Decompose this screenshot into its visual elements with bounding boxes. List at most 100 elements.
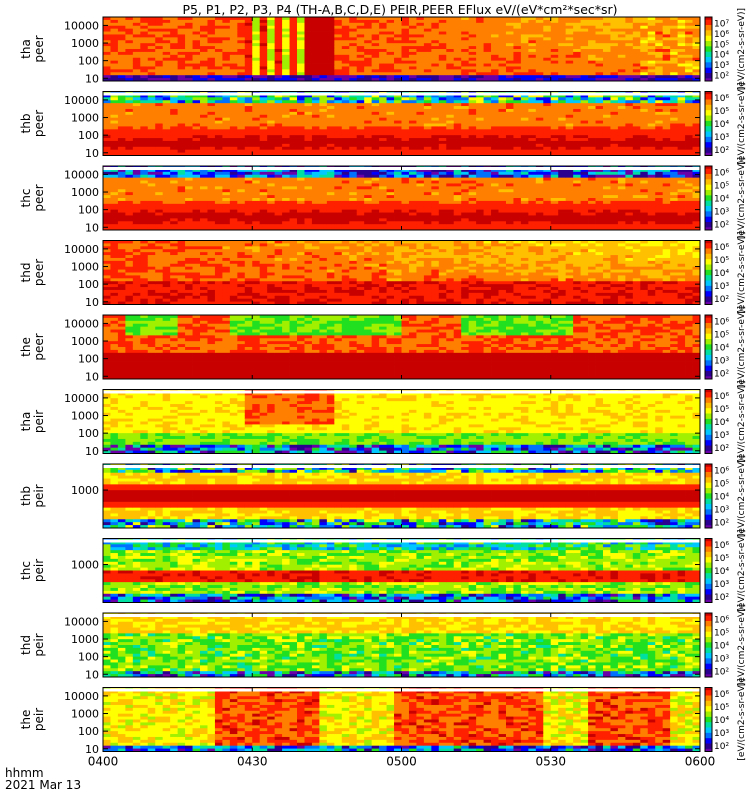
- heatmap-cell: [319, 63, 328, 67]
- heatmap-cell: [588, 46, 596, 50]
- heatmap-cell: [416, 215, 425, 219]
- heatmap-cell: [349, 75, 358, 79]
- heatmap-cell: [177, 215, 186, 219]
- heatmap-cell: [274, 69, 283, 73]
- heatmap-cell: [476, 111, 484, 116]
- heatmap-cell: [453, 198, 462, 202]
- heatmap-cell: [394, 17, 402, 21]
- heatmap-cell: [558, 37, 567, 41]
- heatmap-cell: [214, 143, 223, 148]
- heatmap-cell: [617, 111, 626, 116]
- heatmap-cell: [662, 75, 671, 79]
- heatmap-cell: [602, 100, 611, 104]
- colorbar-step: [705, 102, 712, 106]
- heatmap-cell: [222, 143, 231, 148]
- heatmap-cell: [326, 108, 335, 113]
- heatmap-cell: [416, 57, 425, 62]
- heatmap-cell: [408, 103, 417, 107]
- heatmap-cell: [595, 54, 604, 59]
- heatmap-cell: [237, 103, 246, 107]
- heatmap-cell: [595, 69, 604, 73]
- heatmap-cell: [408, 177, 417, 181]
- heatmap-cell: [416, 132, 425, 136]
- heatmap-cell: [535, 126, 544, 130]
- heatmap-cell: [491, 135, 499, 139]
- heatmap-cell: [670, 57, 679, 62]
- heatmap-cell: [304, 28, 313, 32]
- heatmap-cell: [125, 63, 134, 67]
- heatmap-cell: [379, 129, 387, 133]
- heatmap-cell: [371, 174, 380, 179]
- heatmap-cell: [274, 108, 283, 113]
- heatmap-cell: [282, 66, 290, 70]
- heatmap-cell: [431, 192, 440, 196]
- heatmap-cell: [177, 120, 186, 124]
- heatmap-cell: [505, 17, 514, 21]
- heatmap-cell: [110, 100, 119, 104]
- heatmap-cell: [513, 54, 522, 59]
- heatmap-cell: [513, 106, 522, 110]
- heatmap-cell: [319, 28, 328, 32]
- heatmap-cell: [670, 66, 679, 70]
- heatmap-cell: [341, 108, 350, 113]
- heatmap-cell: [394, 100, 402, 104]
- heatmap-cell: [147, 123, 156, 127]
- heatmap-cell: [416, 138, 425, 142]
- heatmap-cell: [274, 72, 283, 76]
- heatmap-cell: [185, 106, 193, 110]
- heatmap-cell: [147, 51, 156, 56]
- heatmap-cell: [282, 195, 290, 199]
- heatmap-cell: [267, 209, 276, 213]
- heatmap-cell: [408, 146, 417, 151]
- heatmap-cell: [558, 140, 567, 145]
- heatmap-cell: [461, 149, 470, 153]
- heatmap-cell: [147, 46, 156, 50]
- heatmap-cell: [110, 215, 119, 219]
- heatmap-cell: [408, 117, 417, 121]
- heatmap-cell: [543, 100, 552, 104]
- heatmap-cell: [311, 138, 320, 142]
- heatmap-cell: [558, 49, 567, 53]
- heatmap-cell: [222, 129, 231, 133]
- heatmap-cell: [401, 195, 410, 199]
- heatmap-cell: [140, 17, 149, 21]
- heatmap-cell: [103, 106, 111, 110]
- heatmap-cell: [192, 183, 201, 187]
- heatmap-cell: [401, 168, 410, 173]
- heatmap-cell: [632, 43, 641, 47]
- heatmap-cell: [483, 180, 492, 184]
- heatmap-cell: [446, 75, 455, 79]
- heatmap-cell: [416, 97, 425, 101]
- heatmap-cell: [117, 17, 126, 21]
- heatmap-cell: [155, 200, 164, 205]
- heatmap-cell: [297, 19, 305, 24]
- heatmap-cell: [647, 43, 656, 47]
- heatmap-cell: [483, 103, 492, 107]
- heatmap-cell: [595, 111, 604, 116]
- heatmap-cell: [237, 114, 246, 119]
- heatmap-cell: [147, 72, 156, 76]
- heatmap-cell: [617, 72, 626, 76]
- heatmap-cell: [125, 180, 134, 184]
- heatmap-cell: [386, 143, 395, 148]
- heatmap-cell: [550, 31, 559, 35]
- heatmap-cell: [647, 97, 656, 101]
- heatmap-cell: [520, 138, 529, 142]
- heatmap-cell: [356, 37, 365, 41]
- heatmap-cell: [528, 186, 537, 190]
- heatmap-cell: [476, 198, 484, 202]
- heatmap-cell: [588, 22, 596, 27]
- heatmap-cell: [513, 51, 522, 56]
- heatmap-cell: [177, 146, 186, 151]
- heatmap-cell: [229, 143, 238, 148]
- heatmap-cell: [289, 103, 298, 107]
- heatmap-cell: [617, 78, 626, 82]
- heatmap-cell: [267, 78, 276, 82]
- heatmap-cell: [289, 221, 298, 225]
- heatmap-cell: [550, 40, 559, 44]
- heatmap-cell: [274, 28, 283, 32]
- heatmap-cell: [685, 143, 693, 148]
- heatmap-cell: [379, 200, 387, 205]
- heatmap-cell: [117, 152, 126, 156]
- heatmap-cell: [632, 22, 641, 27]
